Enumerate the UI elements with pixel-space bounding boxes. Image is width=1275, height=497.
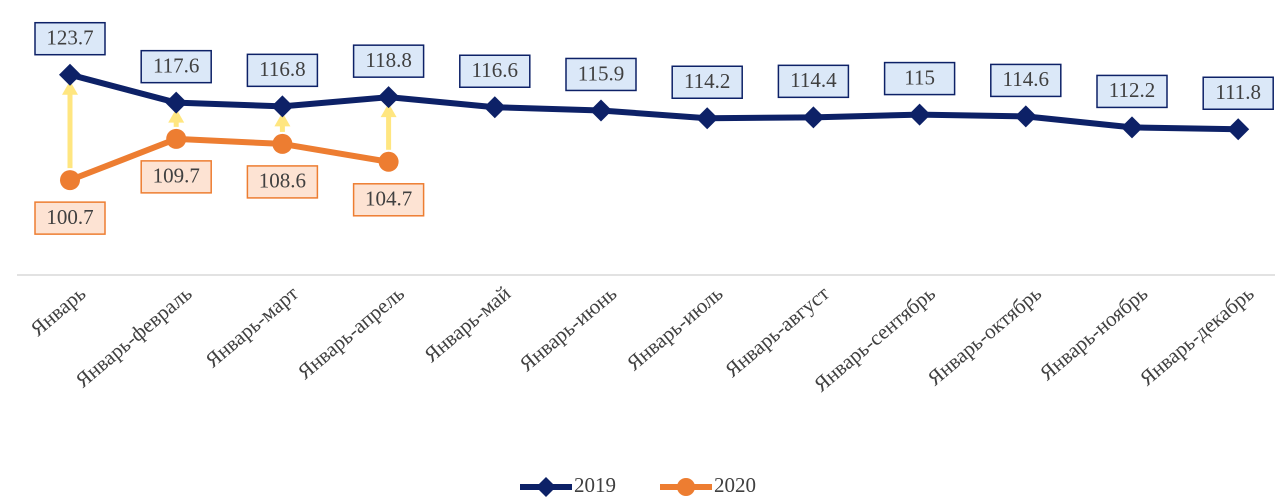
data-label: 115 — [904, 65, 935, 89]
data-label-box — [459, 54, 531, 88]
data-label-box — [777, 64, 850, 99]
x-tick-label: Январь-март — [201, 281, 303, 372]
data-label: 118.8 — [365, 48, 411, 72]
change-arrowhead — [380, 103, 397, 118]
legend-label: 2020 — [714, 473, 756, 497]
data-label-box — [34, 201, 106, 235]
point-marker — [802, 106, 825, 129]
data-label-box — [1202, 76, 1274, 110]
x-tick-label: Январь-май — [419, 281, 515, 367]
data-label-box — [565, 57, 637, 92]
x-tick-label: Январь-апрель — [293, 281, 409, 384]
x-tick-label: Январь-декабрь — [1135, 281, 1259, 390]
legend-marker — [677, 478, 695, 496]
data-label: 108.6 — [259, 169, 306, 193]
x-tick-label: Январь-ноябрь — [1035, 281, 1152, 385]
series-line — [69, 71, 1239, 133]
point-marker — [165, 91, 188, 114]
data-label: 114.6 — [1003, 67, 1049, 91]
point-marker — [908, 103, 931, 126]
data-label: 123.7 — [46, 26, 93, 50]
data-label: 114.2 — [684, 69, 730, 93]
data-label: 104.7 — [365, 187, 412, 211]
legend-marker — [536, 477, 556, 497]
data-label-box — [34, 21, 106, 56]
point-marker — [1227, 118, 1250, 141]
point-marker — [59, 63, 81, 86]
change-arrowhead — [62, 80, 78, 95]
data-label: 114.4 — [790, 68, 837, 92]
data-label-box — [883, 61, 956, 96]
data-label: 111.8 — [1215, 80, 1261, 104]
data-label-box — [140, 49, 212, 84]
point-marker — [166, 128, 187, 149]
data-label-box — [140, 160, 212, 194]
legend-label: 2019 — [574, 473, 616, 497]
point-marker — [378, 151, 399, 172]
x-tick-label: Январь — [26, 281, 91, 341]
point-marker — [1121, 116, 1143, 139]
point-marker — [590, 99, 612, 122]
data-label-box — [246, 165, 319, 199]
data-label-box — [990, 63, 1062, 98]
data-label: 116.6 — [472, 58, 518, 82]
point-marker — [696, 107, 719, 130]
x-tick-label: Январь-июль — [622, 281, 728, 375]
data-label-box — [671, 65, 743, 99]
data-label-box — [352, 44, 425, 78]
data-label-box — [1096, 74, 1168, 109]
point-marker — [1014, 105, 1037, 128]
point-marker — [377, 86, 400, 109]
x-tick-label: Январь-февраль — [71, 281, 197, 392]
data-label: 115.9 — [578, 61, 624, 85]
change-arrowhead — [168, 108, 185, 123]
data-label: 117.6 — [153, 53, 199, 77]
data-label: 112.2 — [1109, 78, 1155, 102]
data-label-box — [352, 183, 425, 217]
x-tick-label: Январь-август — [720, 281, 834, 382]
point-marker — [483, 96, 506, 119]
point-marker — [271, 95, 294, 118]
point-marker — [272, 133, 293, 154]
series-line — [68, 135, 390, 183]
point-marker — [60, 170, 80, 191]
change-arrowhead — [274, 112, 291, 127]
x-tick-label: Январь-июнь — [515, 281, 622, 376]
data-label: 100.7 — [46, 205, 93, 229]
x-tick-label: Январь-октябрь — [923, 281, 1046, 390]
data-label-box — [246, 53, 319, 88]
data-label: 109.7 — [153, 164, 200, 188]
data-label: 116.8 — [259, 57, 305, 81]
